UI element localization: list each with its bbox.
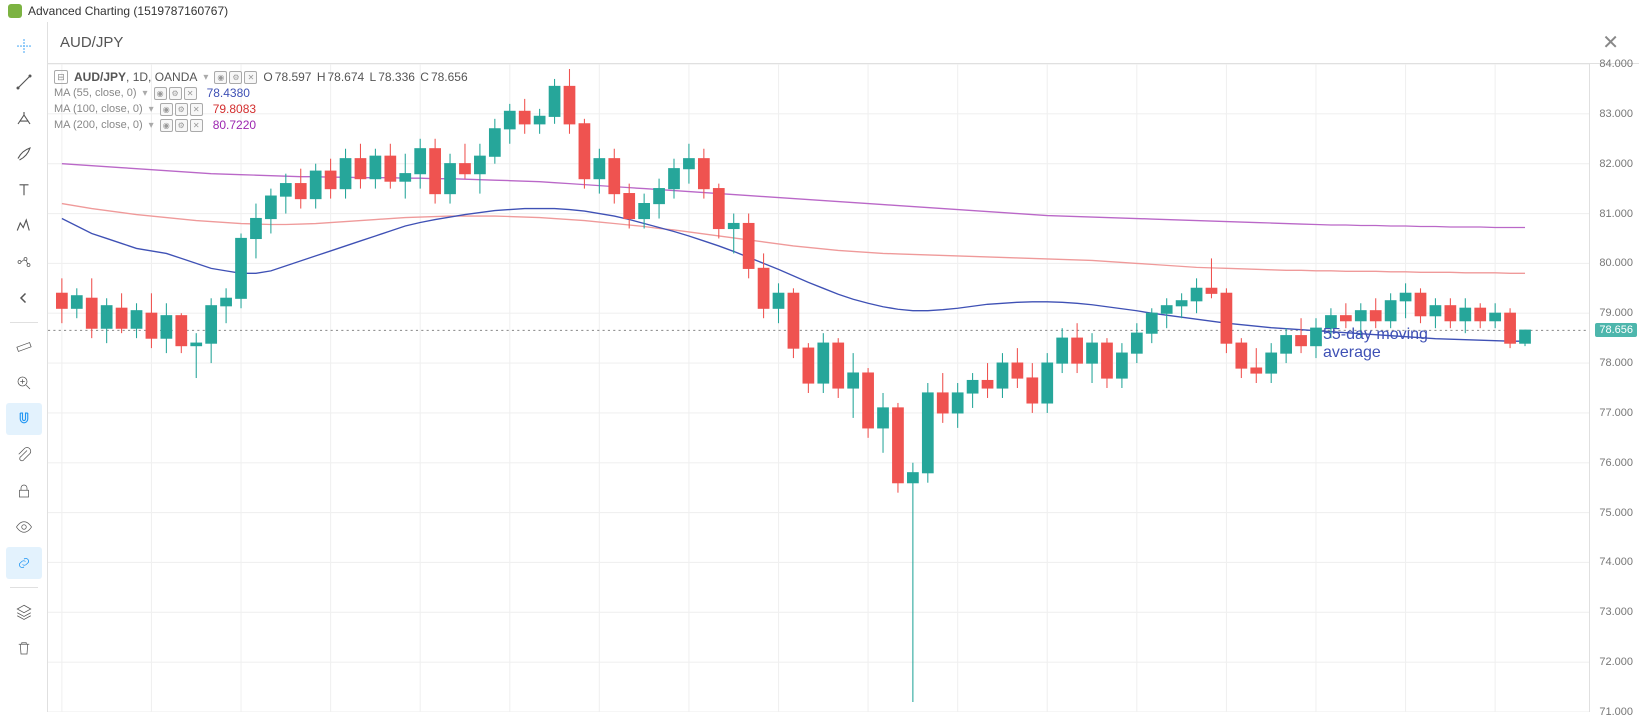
indicator-label: MA (200, close, 0) (54, 119, 143, 131)
chart-wrap: ⊟ AUD/JPY, 1D, OANDA ▾ ◉ ⚙ ✕ (48, 64, 1639, 712)
y-tick-label: 71.000 (1599, 706, 1633, 718)
indicator-value: 78.4380 (203, 86, 254, 100)
settings-icon[interactable]: ⚙ (175, 103, 188, 116)
annotation-line2: average (1323, 344, 1428, 362)
settings-icon[interactable]: ⚙ (175, 119, 188, 132)
content-area: AUD/JPY ✕ ⊟ AUD/JPY, 1D, OANDA ▾ (48, 22, 1639, 712)
y-tick-label: 81.000 (1599, 208, 1633, 220)
chart-canvas[interactable] (48, 64, 1589, 712)
pitchfork-tool[interactable] (6, 102, 42, 134)
pattern-tool[interactable] (6, 210, 42, 242)
zoom-tool[interactable] (6, 367, 42, 399)
y-tick-label: 74.000 (1599, 556, 1633, 568)
chevron-down-icon[interactable]: ▾ (143, 88, 148, 99)
symbol-source: OANDA (155, 70, 198, 84)
window-title-text: Advanced Charting (1519787160767) (28, 4, 228, 18)
indicator-value: 79.8083 (209, 102, 260, 116)
indicator-row: MA (55, close, 0) ▾ ◉ ⚙ ✕ 78.4380 (54, 86, 470, 100)
crosshair-tool[interactable] (6, 30, 42, 62)
chevron-down-icon[interactable]: ▾ (203, 72, 208, 83)
close-value: 78.656 (431, 70, 468, 84)
settings-icon[interactable]: ⚙ (229, 71, 242, 84)
close-button[interactable]: ✕ (1594, 30, 1627, 55)
toolbar-separator (10, 587, 38, 588)
layers-tool[interactable] (6, 596, 42, 628)
settings-icon[interactable]: ⚙ (169, 87, 182, 100)
collapse-icon[interactable]: ⊟ (54, 70, 68, 84)
header-title: AUD/JPY (60, 34, 1594, 51)
eye-icon[interactable]: ◉ (154, 87, 167, 100)
open-value: 78.597 (275, 70, 312, 84)
close-icon[interactable]: ✕ (190, 103, 203, 116)
ruler-tool[interactable] (6, 331, 42, 363)
text-tool[interactable] (6, 174, 42, 206)
symbol-name: AUD/JPY (74, 70, 126, 84)
annotation-line1: 55-day moving (1323, 326, 1428, 344)
y-axis[interactable]: 71.00072.00073.00074.00075.00076.00077.0… (1589, 64, 1639, 712)
delete-tool[interactable] (6, 632, 42, 664)
eye-icon[interactable]: ◉ (160, 103, 173, 116)
forecast-tool[interactable] (6, 246, 42, 278)
main-layout: AUD/JPY ✕ ⊟ AUD/JPY, 1D, OANDA ▾ (0, 22, 1639, 712)
chevron-down-icon[interactable]: ▾ (149, 120, 154, 131)
indicator-label: MA (100, close, 0) (54, 103, 143, 115)
symbol-text: AUD/JPY, 1D, OANDA (74, 70, 197, 84)
symbol-interval: 1D (133, 70, 148, 84)
lock-tool[interactable] (6, 475, 42, 507)
y-tick-label: 84.000 (1599, 58, 1633, 70)
y-tick-label: 79.000 (1599, 307, 1633, 319)
close-icon[interactable]: ✕ (184, 87, 197, 100)
link-tool[interactable] (6, 547, 42, 579)
brush-tool[interactable] (6, 138, 42, 170)
trendline-tool[interactable] (6, 66, 42, 98)
chart-area[interactable]: ⊟ AUD/JPY, 1D, OANDA ▾ ◉ ⚙ ✕ (48, 64, 1589, 712)
y-tick-label: 76.000 (1599, 457, 1633, 469)
last-price-tag: 78.656 (1595, 323, 1637, 337)
info-overlay: ⊟ AUD/JPY, 1D, OANDA ▾ ◉ ⚙ ✕ (54, 70, 470, 134)
y-tick-label: 82.000 (1599, 158, 1633, 170)
y-tick-label: 75.000 (1599, 507, 1633, 519)
indicator-row: MA (100, close, 0) ▾ ◉ ⚙ ✕ 79.8083 (54, 102, 470, 116)
indicator-label: MA (55, close, 0) (54, 87, 137, 99)
visibility-tool[interactable] (6, 511, 42, 543)
clip-tool[interactable] (6, 439, 42, 471)
y-tick-label: 73.000 (1599, 606, 1633, 618)
close-icon[interactable]: ✕ (244, 71, 257, 84)
back-arrow-tool[interactable] (6, 282, 42, 314)
chart-annotation: 55-day moving average (1323, 326, 1428, 362)
y-tick-label: 83.000 (1599, 108, 1633, 120)
eye-icon[interactable]: ◉ (214, 71, 227, 84)
high-value: 78.674 (327, 70, 364, 84)
symbol-info-row: ⊟ AUD/JPY, 1D, OANDA ▾ ◉ ⚙ ✕ (54, 70, 470, 84)
indicator-row: MA (200, close, 0) ▾ ◉ ⚙ ✕ 80.7220 (54, 118, 470, 132)
y-tick-label: 77.000 (1599, 407, 1633, 419)
y-tick-label: 78.000 (1599, 357, 1633, 369)
y-tick-label: 80.000 (1599, 257, 1633, 269)
drawing-toolbar (0, 22, 48, 712)
toolbar-separator (10, 322, 38, 323)
close-icon[interactable]: ✕ (190, 119, 203, 132)
indicator-value: 80.7220 (209, 118, 260, 132)
y-tick-label: 72.000 (1599, 656, 1633, 668)
window-title-bar: Advanced Charting (1519787160767) (0, 0, 1639, 22)
low-value: 78.336 (378, 70, 415, 84)
ohlc-values: O78.597 H78.674 L78.336 C78.656 (263, 70, 469, 84)
chevron-down-icon[interactable]: ▾ (149, 104, 154, 115)
chart-header: AUD/JPY ✕ (48, 22, 1639, 64)
eye-icon[interactable]: ◉ (160, 119, 173, 132)
app-logo (8, 4, 22, 18)
magnet-tool[interactable] (6, 403, 42, 435)
